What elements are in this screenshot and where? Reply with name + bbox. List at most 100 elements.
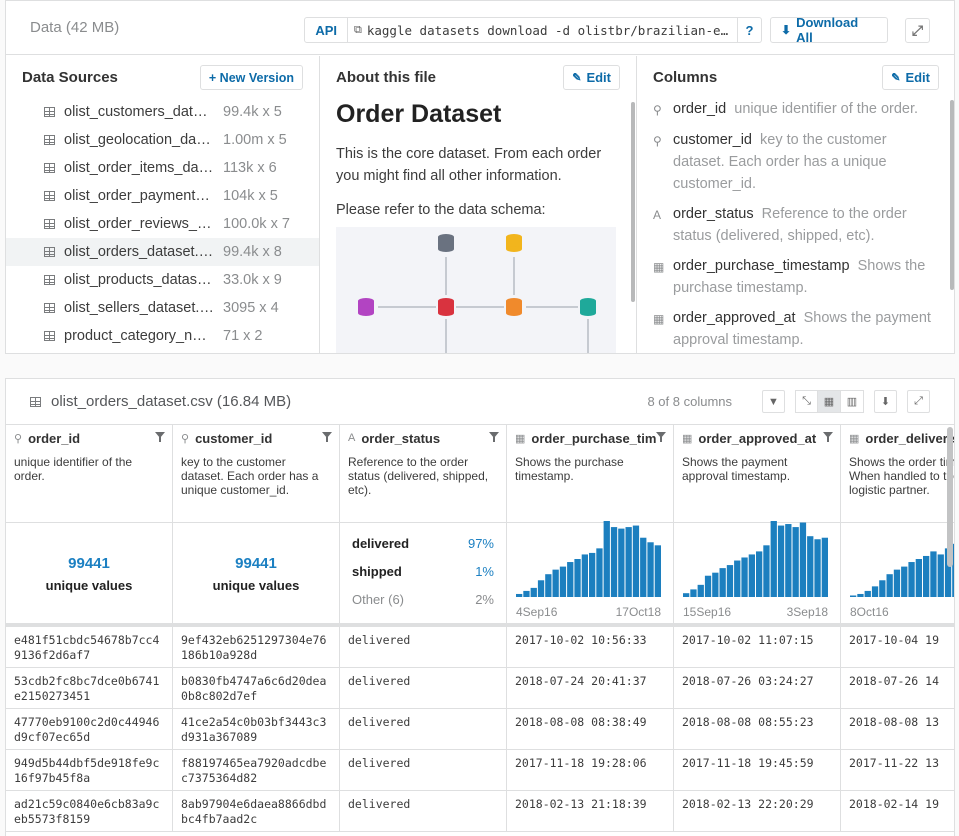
- grid-scrollbar[interactable]: [947, 427, 953, 567]
- table-cell[interactable]: 9ef432eb6251297304e76186b10a928d: [173, 627, 339, 668]
- histogram-bar[interactable]: [640, 537, 647, 597]
- histogram-bar[interactable]: [697, 584, 704, 597]
- columns-edit-button[interactable]: ✎ Edit: [882, 65, 939, 90]
- histogram-bar[interactable]: [857, 593, 864, 597]
- api-button[interactable]: API: [304, 17, 348, 43]
- histogram-bar[interactable]: [952, 543, 955, 597]
- histogram-bar[interactable]: [741, 557, 748, 597]
- grid-view-icon[interactable]: ▦: [818, 390, 841, 413]
- table-cell[interactable]: 47770eb9100c2d0c44946d9cf07ec65d: [6, 709, 172, 750]
- data-source-item[interactable]: olist_products_dataset.csv 33.0k x 9: [6, 266, 319, 294]
- column-header[interactable]: ⚲ order_id: [6, 425, 172, 451]
- api-help-button[interactable]: ?: [738, 17, 762, 43]
- api-command-field[interactable]: ⧉ kaggle datasets download -d olistbr/br…: [348, 17, 738, 43]
- histogram-bar[interactable]: [654, 545, 661, 597]
- table-cell[interactable]: delivered: [340, 750, 506, 791]
- histogram-bar[interactable]: [647, 542, 654, 597]
- histogram-bar[interactable]: [944, 548, 952, 597]
- expand-icon[interactable]: ⤢: [905, 17, 930, 43]
- histogram-bar[interactable]: [712, 572, 719, 597]
- histogram-bar[interactable]: [814, 539, 821, 597]
- table-cell[interactable]: 2017-10-02 10:56:33: [507, 627, 673, 668]
- copy-icon[interactable]: ⧉: [354, 23, 362, 36]
- table-cell[interactable]: 2018-02-14 19: [841, 791, 954, 832]
- histogram-bar[interactable]: [523, 590, 530, 597]
- expand-icon[interactable]: ⤢: [907, 390, 930, 413]
- histogram-bar[interactable]: [632, 525, 640, 597]
- histogram-bar[interactable]: [850, 595, 857, 597]
- table-cell[interactable]: delivered: [340, 791, 506, 832]
- histogram-bar[interactable]: [879, 580, 886, 597]
- table-cell[interactable]: 2018-08-08 08:55:23: [674, 709, 840, 750]
- detail-view-icon[interactable]: ▥: [841, 390, 864, 413]
- histogram-bar[interactable]: [603, 521, 610, 597]
- histogram-bar[interactable]: [886, 574, 893, 597]
- data-source-item[interactable]: olist_sellers_dataset.csv 3095 x 4: [6, 294, 319, 322]
- histogram-bar[interactable]: [545, 574, 552, 597]
- histogram-bar[interactable]: [871, 586, 879, 597]
- data-source-item[interactable]: product_category_name_translation.csv 71 …: [6, 322, 319, 350]
- histogram-bar[interactable]: [581, 554, 588, 597]
- compact-view-icon[interactable]: ⤡: [795, 390, 818, 413]
- data-source-item[interactable]: olist_order_payments_dataset.csv 104k x 5: [6, 182, 319, 210]
- column-header[interactable]: ⚲ customer_id: [173, 425, 339, 451]
- histogram-bar[interactable]: [734, 560, 741, 597]
- data-source-item[interactable]: olist_customers_dataset.csv 99.4k x 5: [6, 98, 319, 126]
- histogram-bar[interactable]: [901, 566, 908, 597]
- about-edit-button[interactable]: ✎ Edit: [563, 65, 620, 90]
- histogram-bar[interactable]: [756, 551, 763, 597]
- table-cell[interactable]: 2018-02-13 21:18:39: [507, 791, 673, 832]
- histogram-bar[interactable]: [719, 568, 726, 597]
- histogram-bar[interactable]: [625, 527, 632, 597]
- histogram-bar[interactable]: [908, 562, 915, 597]
- histogram-bar[interactable]: [777, 525, 785, 597]
- table-cell[interactable]: 41ce2a54c0b03bf3443c3d931a367089: [173, 709, 339, 750]
- histogram-bar[interactable]: [559, 566, 567, 597]
- column-header[interactable]: ▦ order_approved_at: [674, 425, 840, 451]
- table-cell[interactable]: 2017-11-22 13: [841, 750, 954, 791]
- table-cell[interactable]: b0830fb4747a6c6d20dea0b8c802d7ef: [173, 668, 339, 709]
- histogram-bar[interactable]: [618, 528, 625, 597]
- filter-icon[interactable]: [322, 432, 332, 442]
- table-cell[interactable]: 2018-02-13 22:20:29: [674, 791, 840, 832]
- table-cell[interactable]: 2017-10-04 19: [841, 627, 954, 668]
- histogram-bar[interactable]: [937, 554, 944, 597]
- histogram-bar[interactable]: [864, 590, 871, 597]
- histogram-bar[interactable]: [683, 593, 690, 597]
- data-source-item[interactable]: olist_order_reviews_dataset.csv 100.0k x …: [6, 210, 319, 238]
- histogram-bar[interactable]: [930, 551, 937, 597]
- histogram-bar[interactable]: [567, 562, 574, 597]
- filter-icon[interactable]: [489, 432, 499, 442]
- about-scrollbar[interactable]: [631, 102, 635, 302]
- filter-icon[interactable]: [823, 432, 833, 442]
- table-cell[interactable]: 949d5b44dbf5de918fe9c16f97b45f8a: [6, 750, 172, 791]
- table-cell[interactable]: 2018-07-26 03:24:27: [674, 668, 840, 709]
- table-cell[interactable]: 2018-08-08 13: [841, 709, 954, 750]
- histogram-bar[interactable]: [516, 593, 523, 597]
- histogram-bar[interactable]: [799, 522, 807, 597]
- data-source-item[interactable]: olist_geolocation_dataset.csv 1.00m x 5: [6, 126, 319, 154]
- table-cell[interactable]: 2018-07-26 14: [841, 668, 954, 709]
- histogram-bar[interactable]: [589, 552, 596, 597]
- table-cell[interactable]: 2018-07-24 20:41:37: [507, 668, 673, 709]
- histogram-bar[interactable]: [792, 527, 799, 597]
- download-all-button[interactable]: ⬇ Download All: [770, 15, 888, 45]
- histogram-bar[interactable]: [763, 545, 770, 597]
- table-cell[interactable]: 8ab97904e6daea8866dbdbc4fb7aad2c: [173, 791, 339, 832]
- table-cell[interactable]: f88197465ea7920adcdbec7375364d82: [173, 750, 339, 791]
- table-cell[interactable]: delivered: [340, 627, 506, 668]
- data-source-item[interactable]: olist_orders_dataset.csv 99.4k x 8: [6, 238, 319, 266]
- table-cell[interactable]: ad21c59c0840e6cb83a9ceb5573f8159: [6, 791, 172, 832]
- histogram-bar[interactable]: [785, 524, 792, 597]
- histogram-bar[interactable]: [530, 587, 537, 597]
- new-version-button[interactable]: + New Version: [199, 65, 303, 90]
- histogram-bar[interactable]: [821, 537, 828, 597]
- histogram-bar[interactable]: [610, 527, 618, 597]
- histogram-bar[interactable]: [915, 559, 922, 597]
- column-header[interactable]: ▦ order_delivere: [841, 425, 954, 451]
- histogram-bar[interactable]: [770, 521, 777, 597]
- filter-icon[interactable]: [656, 432, 666, 442]
- histogram-bar[interactable]: [893, 569, 901, 597]
- filter-icon[interactable]: [155, 432, 165, 442]
